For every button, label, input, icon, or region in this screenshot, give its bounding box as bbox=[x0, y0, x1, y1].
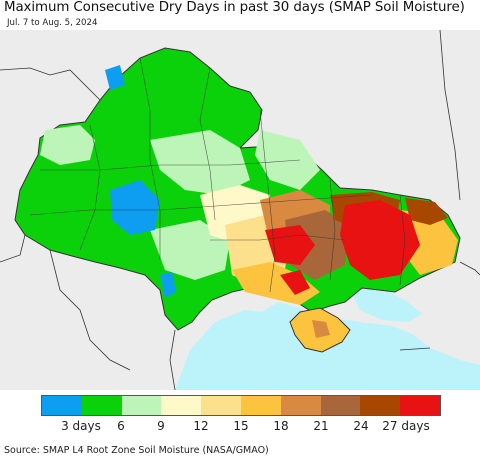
blue-zone-north bbox=[105, 65, 125, 90]
light-green-zone-central bbox=[150, 130, 250, 195]
legend-label: 6 bbox=[117, 419, 125, 433]
legend-swatch bbox=[42, 396, 82, 415]
legend-labels: 3 days 6 9 12 15 18 21 24 27 days bbox=[41, 419, 441, 435]
legend-label: 15 bbox=[233, 419, 249, 433]
legend-label: 3 days bbox=[61, 419, 101, 433]
sea-of-azov bbox=[350, 288, 422, 322]
neighbour-borders bbox=[0, 30, 480, 390]
map-subtitle: Jul. 7 to Aug. 5, 2024 bbox=[7, 18, 98, 28]
legend-label: 18 bbox=[273, 419, 289, 433]
oblast-borders bbox=[29, 57, 406, 293]
legend-swatch bbox=[201, 396, 241, 415]
orange-zone-east bbox=[400, 210, 458, 275]
legend-swatch bbox=[161, 396, 202, 415]
orange-zone-south bbox=[232, 262, 320, 305]
blue-zone-south bbox=[160, 272, 176, 298]
legend-swatch bbox=[121, 396, 162, 415]
red-zone-south bbox=[280, 270, 310, 295]
legend-label: 9 bbox=[157, 419, 165, 433]
legend-label: 21 bbox=[313, 419, 329, 433]
legend-label: 24 bbox=[353, 419, 369, 433]
legend-swatch bbox=[280, 396, 321, 415]
legend-swatch bbox=[320, 396, 361, 415]
blue-zone-west bbox=[110, 180, 160, 235]
legend-label: 12 bbox=[193, 419, 209, 433]
legend-swatch bbox=[360, 396, 401, 415]
red-zone-east bbox=[340, 200, 420, 280]
dark-brown-zone-east bbox=[405, 198, 448, 225]
legend-label: 27 days bbox=[382, 419, 430, 433]
legend-swatch bbox=[81, 396, 122, 415]
legend-color-bar bbox=[41, 395, 441, 416]
map-title: Maximum Consecutive Dry Days in past 30 … bbox=[4, 0, 465, 15]
legend-swatch bbox=[240, 396, 281, 415]
light-green-zone-east bbox=[255, 130, 320, 190]
orange-zone-crimea-west bbox=[312, 320, 330, 338]
source-note: Source: SMAP L4 Root Zone Soil Moisture … bbox=[4, 445, 269, 456]
light-green-zone-north bbox=[40, 125, 95, 165]
dry-days-map bbox=[0, 30, 480, 390]
legend-swatch bbox=[400, 396, 440, 415]
